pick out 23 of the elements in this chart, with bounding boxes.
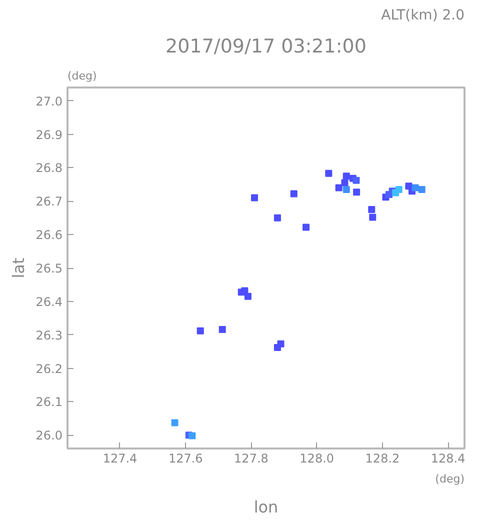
text: ALT(km) 2.0 — [381, 8, 465, 24]
x-tick-label: 128.0 — [300, 452, 334, 466]
x-tick-label: 128.2 — [365, 452, 400, 466]
text: (deg) — [435, 472, 465, 486]
x-tick-label: 127.8 — [234, 452, 268, 466]
y-tick-label: 26.3 — [36, 328, 62, 342]
y-tick-label: 26.5 — [36, 262, 62, 276]
y-tick-label: 26.8 — [36, 161, 62, 176]
chart-title: 2017/09/17 03:21:00 — [166, 36, 366, 58]
y-tick-label: 26.6 — [36, 228, 62, 242]
x-tick-label: 127.4 — [102, 452, 138, 466]
y-tick-label: 26.9 — [36, 128, 62, 142]
x-tick-label: 128.4 — [430, 452, 466, 466]
text: (deg) — [68, 70, 97, 82]
y-tick-label: 26.7 — [36, 194, 62, 209]
y-tick-label: 26.2 — [36, 362, 62, 376]
y-tick-label: 26.0 — [36, 428, 62, 443]
y-tick-label: 26.1 — [36, 395, 62, 410]
y-tick-label: 27.0 — [36, 94, 62, 108]
y-axis-title: lat — [8, 258, 28, 278]
y-tick-label: 26.4 — [36, 294, 62, 309]
x-axis-title: lon — [254, 498, 278, 516]
x-tick-label: 127.6 — [168, 452, 203, 466]
